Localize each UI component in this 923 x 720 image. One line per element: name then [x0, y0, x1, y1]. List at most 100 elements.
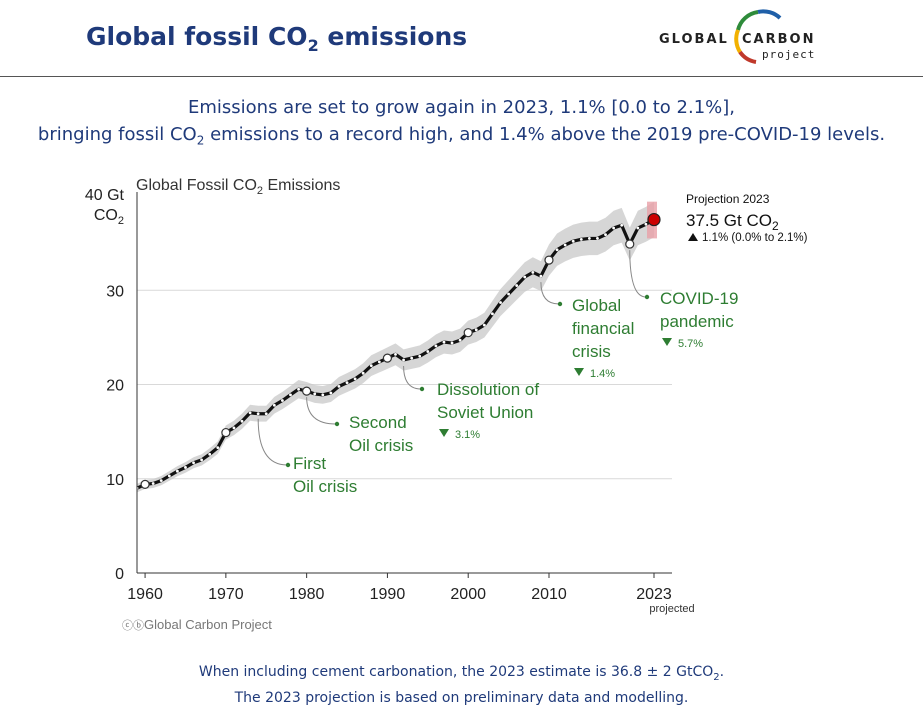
data-point — [636, 226, 640, 230]
data-point — [175, 469, 179, 473]
annotation-layer: First Oil crisis Second Oil crisis Dissoluti… — [257, 250, 738, 496]
data-point — [418, 354, 422, 358]
page-title: Global fossil CO2 emissions — [86, 22, 468, 55]
annotation-change: 3.1% — [455, 429, 480, 441]
data-point — [410, 356, 414, 360]
data-point — [499, 301, 502, 304]
data-point — [426, 350, 430, 353]
data-point — [281, 399, 284, 402]
x-tick-label: 2023 — [636, 586, 672, 603]
footnote-line1: When including cement carbonation, the 2… — [198, 664, 725, 683]
logo-word-carbon: CARBON — [742, 32, 816, 47]
data-point — [264, 412, 268, 416]
annotation-label: Oil crisis — [349, 436, 413, 455]
y-tick-label: 10 — [106, 472, 124, 489]
annotation-leader — [629, 250, 647, 298]
data-point — [491, 312, 494, 316]
projection-point — [647, 212, 661, 227]
data-point — [232, 426, 236, 430]
annotation-leader — [257, 418, 288, 466]
data-point — [353, 377, 357, 381]
annotation-label: pandemic — [660, 312, 734, 331]
data-point — [539, 274, 543, 278]
decade-marker — [544, 255, 554, 265]
data-point — [159, 479, 163, 483]
data-point — [184, 466, 187, 469]
data-point — [579, 237, 583, 241]
projection-value: 37.5 Gt CO2 — [686, 211, 779, 233]
annotation-label: Soviet Union — [437, 403, 533, 422]
data-point — [321, 393, 325, 397]
annotation-dot — [285, 462, 291, 468]
annotation-change: 1.4% — [590, 368, 615, 380]
data-point — [596, 237, 599, 240]
x-tick-label: 1970 — [208, 586, 244, 603]
data-point — [474, 328, 478, 332]
marker-layer — [140, 212, 661, 490]
decade-marker — [382, 353, 393, 363]
decade-marker — [302, 386, 312, 396]
data-point — [612, 226, 616, 230]
data-point — [256, 412, 260, 416]
decrease-triangle-icon — [439, 429, 449, 437]
data-point — [272, 403, 276, 407]
annotation-label: Second — [349, 413, 407, 432]
annotation-label: COVID-19 — [660, 289, 738, 308]
data-point — [216, 446, 220, 450]
annotation-dot — [419, 386, 425, 392]
data-point — [402, 358, 405, 362]
decrease-triangle-icon — [662, 338, 672, 346]
decade-marker — [463, 328, 473, 338]
data-point — [345, 381, 349, 385]
axis-layer: 0 10 20 30 1960 1970 1980 1990 2000 2010 2023 — [106, 192, 672, 603]
annotation-label: Dissolution of — [437, 380, 539, 399]
header-divider — [0, 76, 923, 77]
data-point — [337, 384, 341, 388]
annotation-change: 5.7% — [678, 338, 703, 350]
data-point — [240, 419, 244, 423]
data-point — [434, 344, 438, 348]
data-point — [571, 239, 575, 243]
y-tick-label: 0 — [115, 566, 124, 583]
data-point — [377, 360, 381, 364]
annotation-leader — [306, 397, 337, 425]
decade-marker — [625, 239, 635, 249]
x-tick-label: 1980 — [289, 586, 325, 603]
chart-title: Global Fossil CO2 Emissions — [136, 177, 340, 197]
data-point — [531, 270, 535, 274]
annotation-dot — [644, 294, 650, 300]
data-point — [620, 223, 624, 227]
data-point — [507, 292, 510, 296]
data-point — [208, 452, 212, 456]
data-point — [369, 364, 373, 368]
grid-layer — [137, 289, 672, 480]
global-carbon-project-logo: GLOBAL CARBON project — [656, 8, 836, 66]
data-point — [248, 411, 252, 415]
x-tick-note: projected — [649, 603, 694, 615]
y-axis-label-line1: 40 Gt — [85, 187, 125, 204]
decade-marker — [140, 479, 150, 490]
data-point — [361, 371, 365, 375]
logo-word-project: project — [762, 48, 816, 61]
annotation-dot — [334, 421, 340, 427]
data-point — [313, 392, 317, 396]
annotation-dot — [557, 301, 563, 307]
data-point — [644, 222, 648, 226]
data-point — [394, 352, 397, 356]
projection-change: 1.1% (0.0% to 2.1%) — [702, 232, 808, 244]
projection-label: Projection 2023 — [686, 192, 770, 206]
annotation-label: financial — [572, 319, 634, 338]
data-point — [563, 243, 567, 247]
headline-line2: bringing fossil CO2 emissions to a recor… — [37, 124, 886, 148]
data-point — [458, 338, 462, 342]
data-point — [151, 482, 155, 485]
footnote-line2: The 2023 projection is based on prelimin… — [234, 689, 689, 706]
headline-line1: Emissions are set to grow again in 2023,… — [187, 97, 735, 118]
data-point — [555, 248, 559, 252]
uncertainty-band-area — [137, 201, 654, 493]
decade-marker — [221, 427, 231, 438]
y-tick-label: 30 — [106, 283, 124, 300]
annotation-label: Global — [572, 296, 621, 315]
data-point — [482, 323, 486, 327]
data-point — [297, 387, 300, 391]
